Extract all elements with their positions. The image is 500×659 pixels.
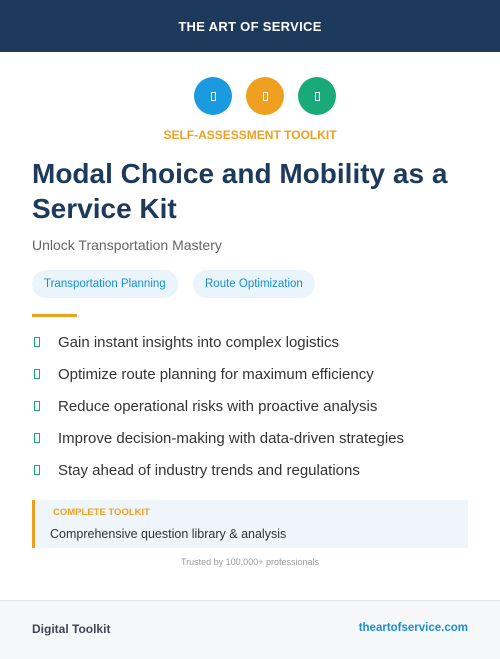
footer: Digital Toolkit theartofservice.com — [0, 600, 500, 659]
bullet-text: Reduce operational risks with proactive … — [58, 397, 378, 415]
header-title: THE ART OF SERVICE — [178, 18, 322, 34]
bullet-text: Stay ahead of industry trends and regula… — [58, 461, 360, 479]
bullet: Reduce operational risks with proactive … — [32, 396, 377, 416]
bullet-text: Gain instant insights into complex logis… — [58, 333, 339, 351]
icon-circle — [298, 77, 336, 115]
tag: Transportation Planning — [32, 270, 178, 298]
icon-circle — [194, 77, 232, 115]
footer-left: Digital Toolkit — [32, 622, 111, 636]
badge: SELF-ASSESSMENT TOOLKIT — [163, 128, 337, 142]
trust-note: Trusted by 100,000+ professionals — [180, 557, 319, 567]
callout: COMPLETE TOOLKIT Comprehensive question … — [32, 500, 468, 548]
bullet: Improve decision-making with data-driven… — [32, 428, 404, 448]
bullet-icon — [34, 337, 40, 347]
header: THE ART OF SERVICE — [0, 0, 500, 52]
footer-link[interactable]: theartofservice.com — [358, 622, 468, 634]
tag: Route Optimization — [193, 270, 315, 298]
bullet-icon — [34, 433, 40, 443]
callout-text: Comprehensive question library & analysi… — [50, 527, 287, 541]
bullet: Stay ahead of industry trends and regula… — [32, 460, 360, 480]
bullet-icon — [34, 369, 40, 379]
bullet: Gain instant insights into complex logis… — [32, 332, 339, 352]
icon-circle — [246, 77, 284, 115]
callout-label: COMPLETE TOOLKIT — [53, 507, 150, 518]
subtitle: Unlock Transportation Mastery — [32, 237, 222, 253]
accent-rule — [32, 314, 77, 317]
bullet: Optimize route planning for maximum effi… — [32, 364, 374, 384]
bullet-icon — [34, 401, 40, 411]
bullet-text: Optimize route planning for maximum effi… — [58, 365, 374, 383]
bullet-icon — [34, 465, 40, 475]
title: Modal Choice and Mobility as a Service K… — [32, 158, 448, 224]
bullet-text: Improve decision-making with data-driven… — [58, 429, 404, 447]
